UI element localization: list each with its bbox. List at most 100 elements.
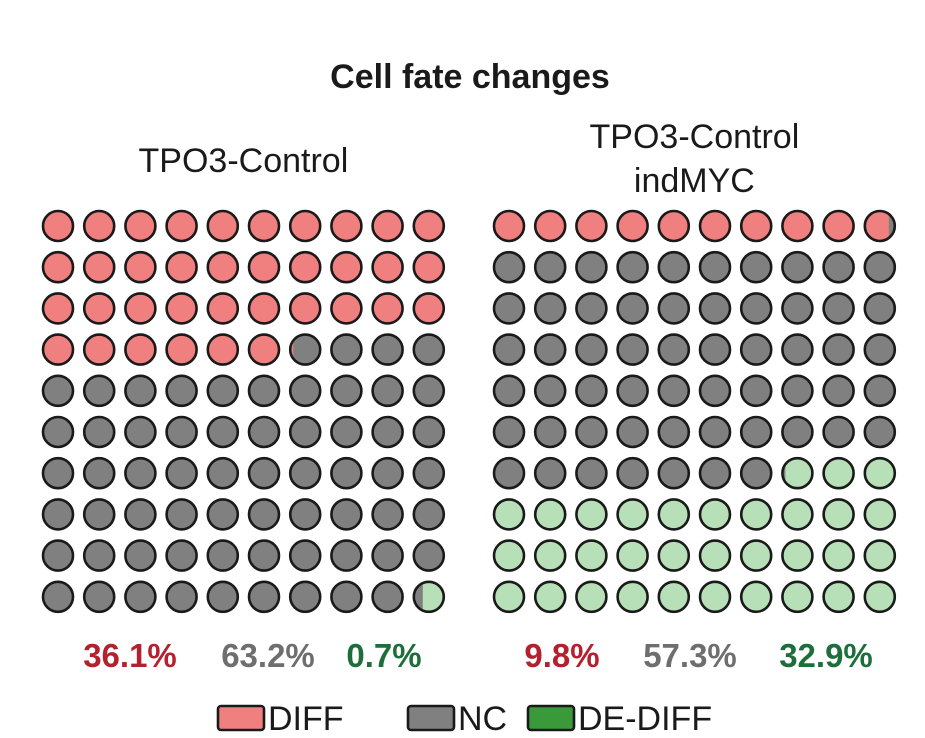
- waffle-cell: [575, 333, 608, 366]
- waffle-cell: [165, 250, 198, 284]
- waffle-cell: [781, 539, 814, 572]
- waffle-cell: [781, 415, 814, 449]
- waffle-cell: [124, 580, 157, 614]
- waffle-cell: [412, 580, 446, 614]
- waffle-cell: [698, 580, 732, 614]
- waffle-cell: [288, 333, 322, 366]
- waffle-cell: [533, 456, 567, 490]
- waffle-cell: [781, 292, 814, 325]
- legend-item-diff: DIFF: [216, 700, 344, 738]
- waffle-cell: [124, 415, 157, 449]
- waffle-cell: [863, 374, 897, 408]
- waffle-cell: [657, 209, 691, 243]
- waffle-cell: [247, 250, 281, 284]
- waffle-cell: [616, 209, 649, 243]
- waffle-cell: [533, 209, 567, 243]
- waffle-cell: [657, 292, 691, 325]
- waffle-cell: [739, 292, 773, 325]
- waffle-cell: [288, 374, 322, 408]
- waffle-cell: [371, 539, 404, 572]
- panel-title-line: TPO3-Control: [590, 118, 800, 156]
- waffle-cell: [247, 539, 281, 572]
- waffle-cell: [739, 539, 773, 572]
- waffle-cell: [330, 209, 363, 243]
- waffle-cell: [247, 292, 281, 325]
- waffle-cell: [533, 498, 567, 531]
- waffle-cell: [165, 456, 198, 490]
- waffle-cell: [739, 374, 773, 408]
- waffle-cell: [371, 333, 404, 366]
- waffle-cell: [412, 209, 446, 243]
- waffle-cell: [616, 498, 649, 531]
- waffle-cell: [165, 333, 198, 366]
- waffle-cell: [698, 456, 732, 490]
- percent-label-diff: 9.8%: [524, 637, 599, 674]
- chart-title: Cell fate changes: [330, 58, 610, 96]
- waffle-cell: [206, 456, 240, 490]
- waffle-cell: [412, 333, 446, 366]
- waffle-cell: [781, 580, 814, 614]
- legend-swatch: [406, 704, 456, 732]
- waffle-cell: [82, 292, 116, 325]
- waffle-cell: [492, 539, 526, 572]
- waffle-cell: [492, 333, 526, 366]
- waffle-cell: [206, 250, 240, 284]
- waffle-cell: [330, 415, 363, 449]
- waffle-cell: [247, 333, 281, 366]
- waffle-cell: [575, 498, 608, 531]
- waffle-cell: [492, 250, 526, 284]
- waffle-cell: [247, 456, 281, 490]
- waffle-cell: [616, 456, 649, 490]
- waffle-cell: [206, 333, 240, 366]
- waffle-cell: [206, 292, 240, 325]
- waffle-cell: [206, 209, 240, 243]
- waffle-cell: [124, 209, 157, 243]
- waffle-cell: [124, 250, 157, 284]
- legend-swatch: [526, 704, 576, 732]
- waffle-cell: [863, 580, 897, 614]
- waffle-cell: [412, 292, 446, 325]
- waffle-cell: [657, 333, 691, 366]
- legend-label: NC: [458, 700, 507, 738]
- waffle-cell: [657, 456, 691, 490]
- waffle-cell: [781, 498, 814, 531]
- waffle-cell: [492, 498, 526, 531]
- waffle-cell: [739, 580, 773, 614]
- waffle-cell: [330, 333, 363, 366]
- waffle-cell: [616, 374, 649, 408]
- waffle-cell: [492, 456, 526, 490]
- waffle-cell: [371, 415, 404, 449]
- waffle-cell: [863, 498, 897, 531]
- waffle-cell: [822, 498, 855, 531]
- waffle-cell: [657, 374, 691, 408]
- waffle-cell: [124, 498, 157, 531]
- waffle-cell: [41, 250, 75, 284]
- waffle-cell: [739, 498, 773, 531]
- percent-label-de-diff: 0.7%: [346, 637, 421, 674]
- waffle-cell: [492, 209, 526, 243]
- waffle-cell: [698, 250, 732, 284]
- waffle-cell: [822, 539, 855, 572]
- waffle-cell: [781, 333, 814, 366]
- waffle-cell: [206, 580, 240, 614]
- waffle-cell: [82, 333, 116, 366]
- waffle-cell: [863, 250, 897, 284]
- waffle-cell: [822, 374, 855, 408]
- waffle-cell: [863, 333, 897, 366]
- waffle-cell: [616, 292, 649, 325]
- waffle-cell: [575, 250, 608, 284]
- waffle-cell: [124, 333, 157, 366]
- waffle-cell: [288, 250, 322, 284]
- waffle-cell: [330, 250, 363, 284]
- waffle-cell: [247, 580, 281, 614]
- waffle-cell: [206, 374, 240, 408]
- waffle-cell: [165, 580, 198, 614]
- waffle-cell: [371, 456, 404, 490]
- waffle-cell: [822, 415, 855, 449]
- waffle-cell: [863, 209, 897, 243]
- waffle-cell: [616, 539, 649, 572]
- waffle-cell: [330, 498, 363, 531]
- waffle-cell: [330, 292, 363, 325]
- percent-label-nc: 63.2%: [221, 637, 315, 674]
